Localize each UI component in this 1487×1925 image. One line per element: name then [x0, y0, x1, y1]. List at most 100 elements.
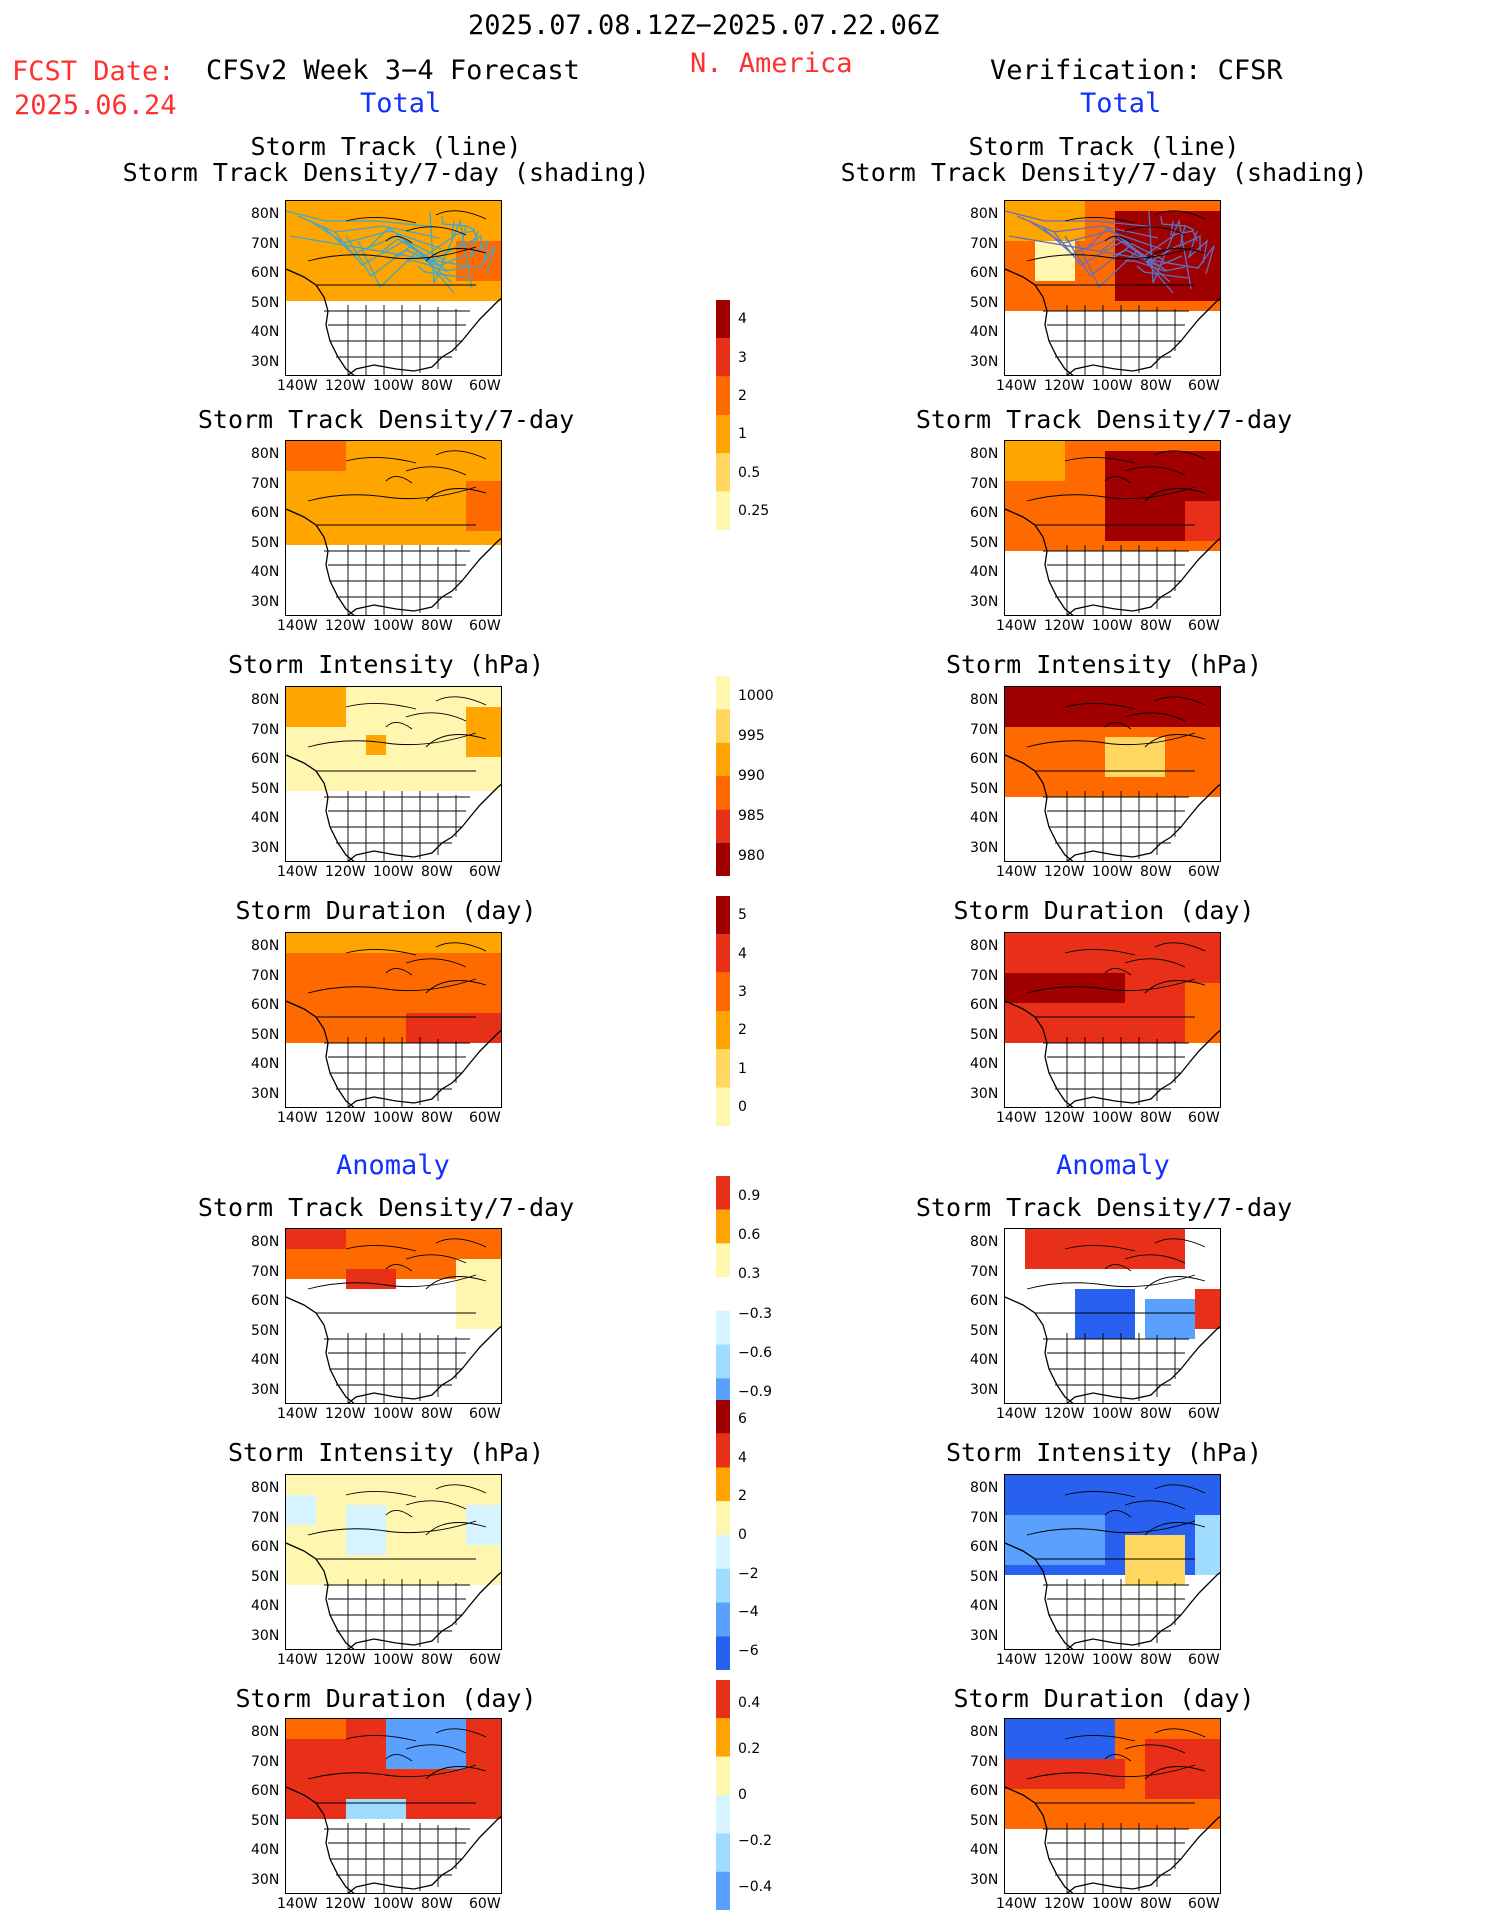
- boundary-lines: [1026, 1728, 1206, 1893]
- map-svg: [286, 933, 501, 1107]
- anomaly-label-right: Anomaly: [1056, 1150, 1170, 1181]
- colorbar-label: 0: [738, 1527, 747, 1543]
- left-total-2-title: Storm Track Density/7-day: [197, 405, 575, 434]
- coastline: [1005, 1296, 1220, 1403]
- colorbar-swatch: [716, 1535, 730, 1569]
- shading-region: [1005, 441, 1065, 481]
- storm-track-line: [369, 227, 458, 257]
- shading-region: [366, 735, 386, 755]
- colorbar-swatch: [716, 1501, 730, 1535]
- lon-tick-label: 100W: [1092, 1896, 1133, 1912]
- map-svg: [286, 201, 501, 375]
- shading-region: [286, 687, 346, 727]
- colorbar-label: 5: [738, 907, 747, 924]
- lon-tick-label: 60W: [469, 1896, 501, 1912]
- map-svg: [286, 441, 501, 615]
- lat-tick-label: 40N: [251, 1352, 280, 1368]
- coastline: [1005, 268, 1220, 375]
- lon-tick-label: 60W: [1188, 618, 1220, 634]
- total-label-right: Total: [1080, 88, 1162, 119]
- shading-region: [1005, 687, 1220, 727]
- fcst-date-value: 2025.06.24: [14, 90, 177, 121]
- coastline: [1005, 1000, 1220, 1107]
- lat-tick-label: 30N: [970, 1381, 999, 1398]
- storm-track-line: [1179, 225, 1201, 252]
- colorbar-swatch: [716, 972, 730, 1011]
- lat-tick-label: 30N: [251, 1871, 280, 1888]
- lat-tick-label: 70N: [970, 967, 999, 984]
- storm-track-line: [441, 215, 476, 231]
- colorbar-label: 0.9: [738, 1187, 761, 1204]
- lat-tick-label: 70N: [970, 1263, 999, 1280]
- left-map-panel-5: [285, 1228, 502, 1404]
- colorbar-swatch: [716, 338, 730, 377]
- boundary-lines: [1026, 1484, 1206, 1649]
- lat-tick-label: 30N: [970, 1085, 999, 1102]
- shading-region: [286, 441, 346, 471]
- lat-tick-label: 40N: [251, 564, 280, 580]
- shading-region: [286, 933, 501, 953]
- colorbar-label: 0: [738, 1787, 747, 1803]
- boundary-lines: [1026, 1238, 1206, 1403]
- lon-tick-label: 140W: [277, 864, 318, 880]
- lat-tick-label: 60N: [251, 1539, 280, 1555]
- colorbar-label: 985: [738, 808, 765, 824]
- lat-tick-label: 60N: [970, 1783, 999, 1799]
- lat-tick-label: 50N: [251, 780, 280, 797]
- lat-tick-label: 60N: [251, 1783, 280, 1799]
- map-svg: [1005, 1719, 1220, 1893]
- map-svg: [286, 1229, 501, 1403]
- lon-tick-label: 120W: [325, 618, 366, 634]
- storm-track-line: [309, 220, 443, 250]
- lat-tick-label: 50N: [970, 780, 999, 797]
- lon-tick-label: 100W: [373, 1110, 414, 1126]
- colorbar-swatch: [716, 1568, 730, 1603]
- shading-region: [1185, 983, 1220, 1043]
- lon-tick-label: 80W: [1140, 1110, 1172, 1126]
- colorbar-duration-anomaly: [716, 1680, 730, 1910]
- lat-tick-label: 30N: [970, 353, 999, 370]
- lat-tick-label: 50N: [251, 1568, 280, 1585]
- colorbar-label: −0.9: [738, 1384, 772, 1401]
- shading-region: [466, 1505, 501, 1545]
- lat-tick-label: 60N: [970, 1293, 999, 1309]
- left-anom-2-title: Storm Intensity (hPa): [227, 1438, 545, 1467]
- colorbar-swatch: [716, 1636, 730, 1670]
- lon-tick-label: 120W: [1044, 1896, 1085, 1912]
- lon-tick-label: 100W: [1092, 1652, 1133, 1668]
- lat-tick-label: 60N: [970, 751, 999, 767]
- coastline: [286, 268, 501, 375]
- storm-track-line: [1005, 210, 1156, 228]
- colorbar-swatch: [716, 1680, 730, 1719]
- shading-region: [346, 1799, 406, 1819]
- colorbar-label: 980: [738, 848, 765, 864]
- lon-tick-label: 120W: [1044, 618, 1085, 634]
- lon-tick-label: 100W: [373, 1896, 414, 1912]
- right-map-panel-1: [1004, 200, 1221, 376]
- lat-tick-label: 50N: [251, 1322, 280, 1339]
- colorbar-label: 4: [738, 311, 747, 328]
- colorbar-swatch: [716, 1243, 730, 1278]
- shading-region: [1185, 501, 1220, 541]
- lon-tick-label: 100W: [1092, 618, 1133, 634]
- lat-tick-label: 80N: [970, 446, 999, 462]
- lat-tick-label: 60N: [970, 265, 999, 281]
- lon-tick-label: 120W: [325, 864, 366, 880]
- colorbar-label: −4: [738, 1604, 759, 1621]
- right-map-panel-2: [1004, 440, 1221, 616]
- shading-region: [286, 1495, 316, 1525]
- right-anom-3-title: Storm Duration (day): [953, 1684, 1255, 1713]
- anomaly-label-left: Anomaly: [336, 1150, 450, 1181]
- storm-track-line: [1040, 225, 1165, 261]
- colorbar-swatch: [716, 842, 730, 876]
- lon-tick-label: 120W: [1044, 1652, 1085, 1668]
- lat-tick-label: 60N: [251, 505, 280, 521]
- right-map-panel-7: [1004, 1718, 1221, 1894]
- storm-track-line: [1088, 227, 1177, 257]
- boundary-lines: [1026, 210, 1206, 375]
- lat-tick-label: 40N: [970, 1842, 999, 1858]
- map-svg: [1005, 687, 1220, 861]
- lon-tick-label: 120W: [325, 378, 366, 394]
- lon-tick-label: 100W: [373, 1406, 414, 1422]
- colorbar-label: 2: [738, 387, 747, 404]
